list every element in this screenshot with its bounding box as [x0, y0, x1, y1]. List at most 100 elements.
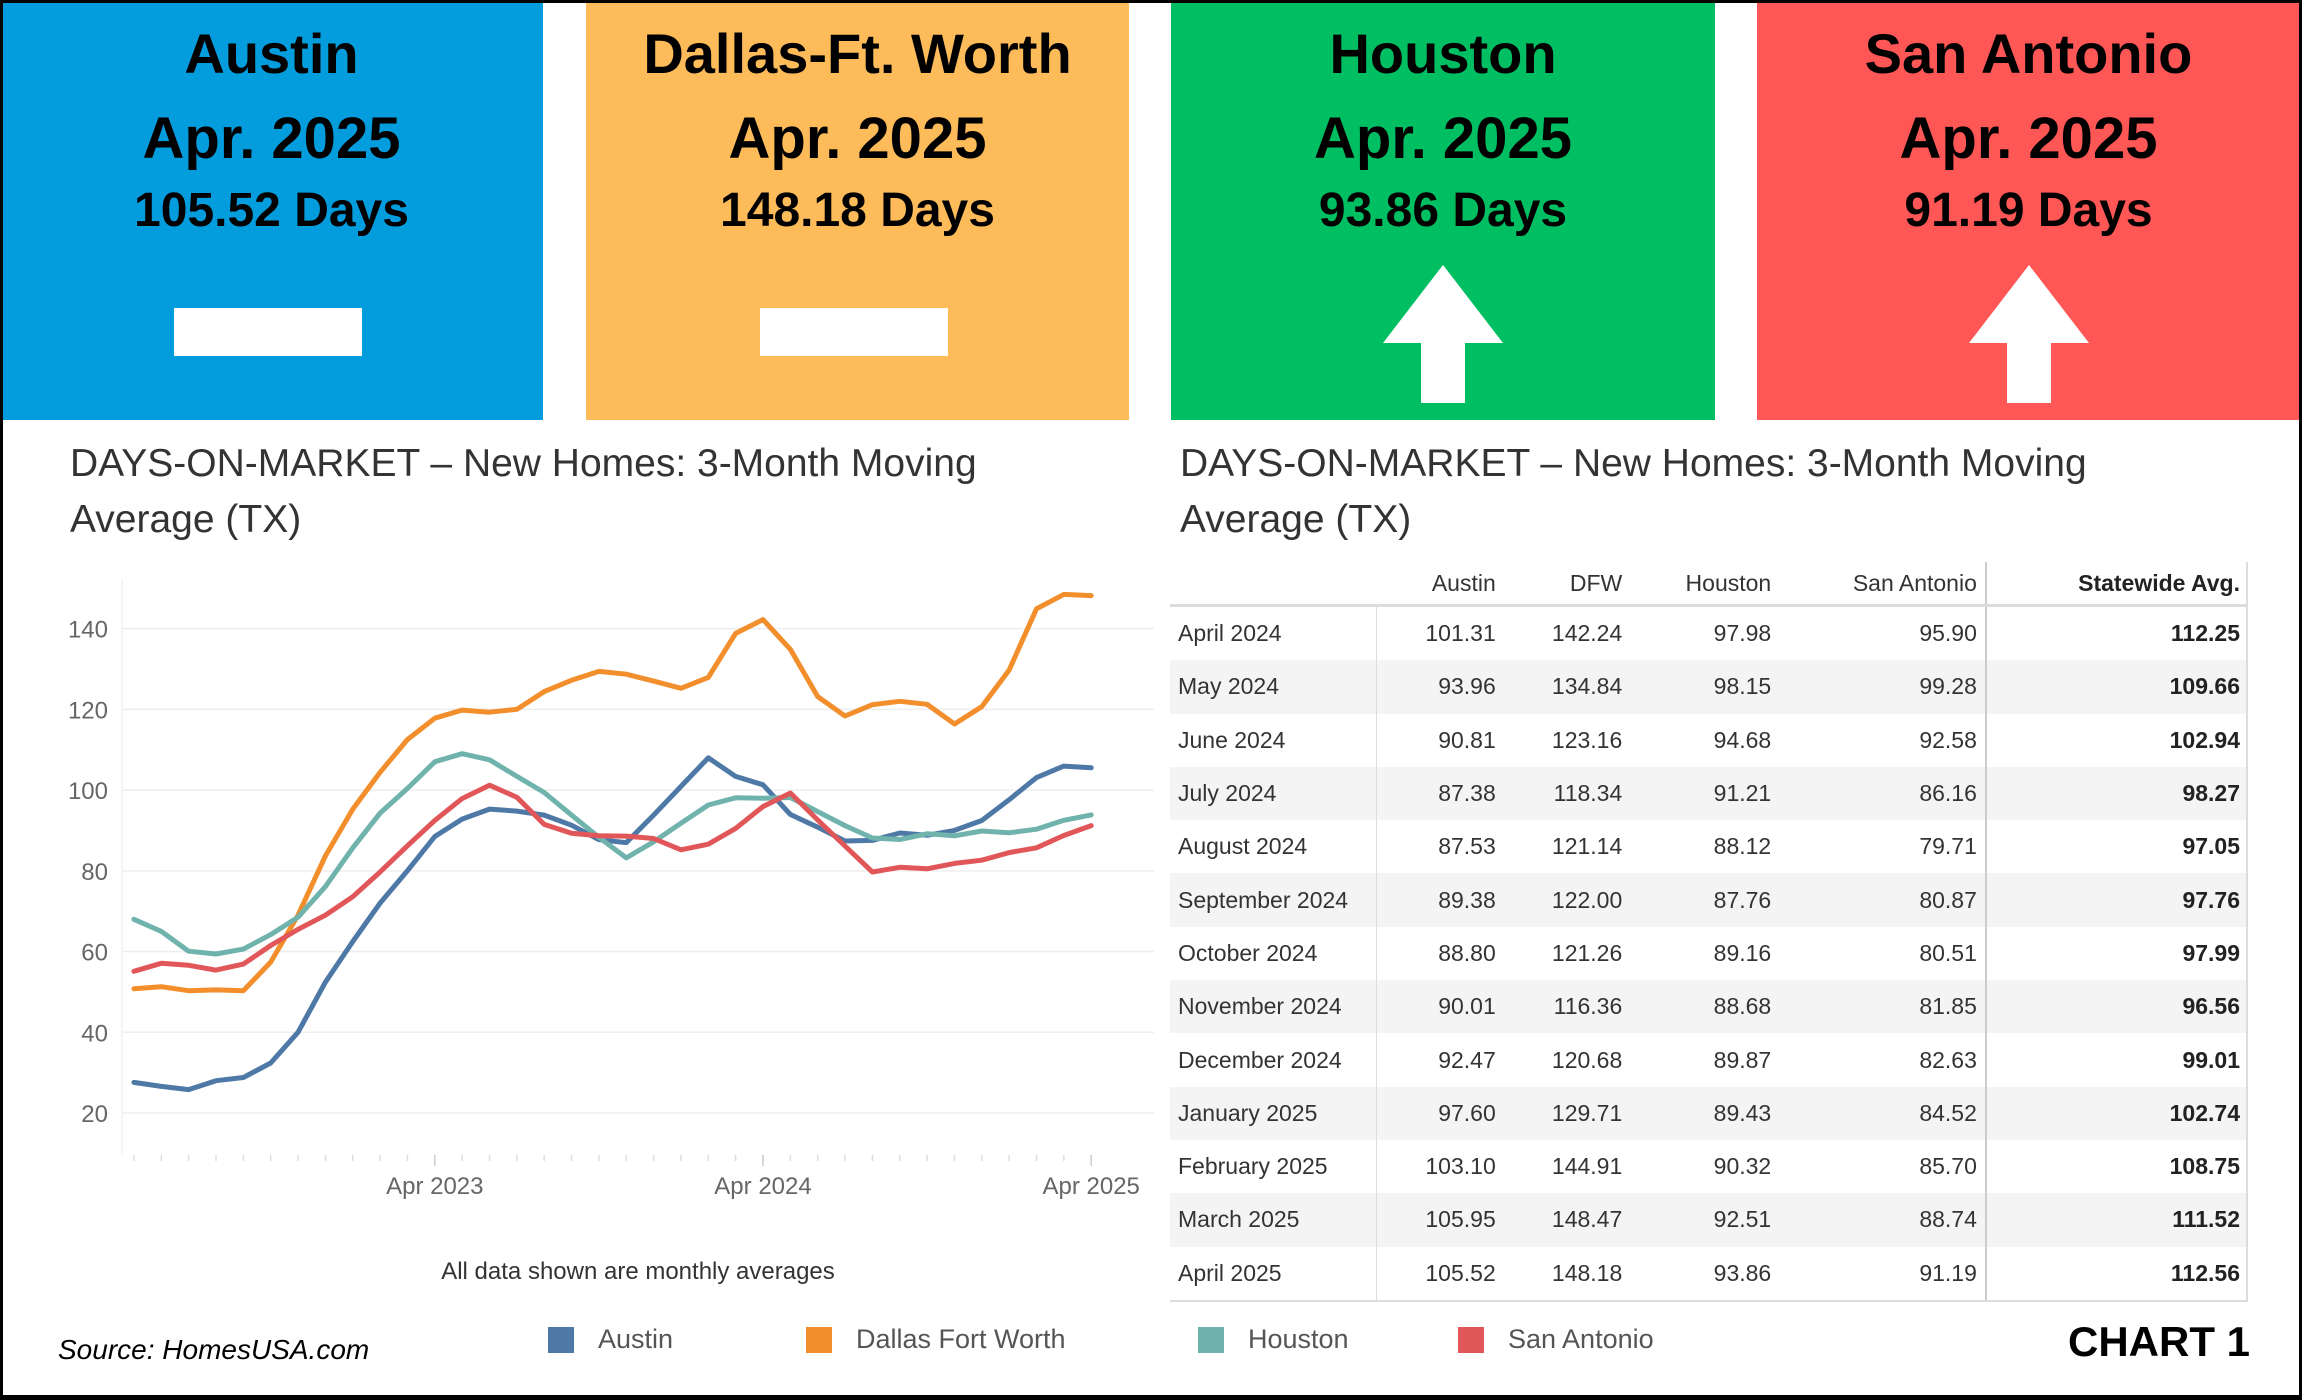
- table-cell: 92.58: [1919, 726, 1977, 753]
- table-cell: 148.47: [1503, 1193, 1631, 1247]
- table-cell: 91.21: [1630, 766, 1780, 821]
- row-label: June 2024: [1170, 713, 1377, 767]
- row-label: May 2024: [1170, 660, 1377, 714]
- table-cell: 90.81: [1438, 726, 1496, 753]
- row-label: March 2025: [1170, 1193, 1377, 1247]
- table-cell: 121.14: [1551, 833, 1623, 860]
- table-cell: 89.38: [1376, 873, 1504, 927]
- up-arrow-icon: [1383, 265, 1503, 403]
- y-tick-label: 140: [68, 617, 108, 644]
- table-row: April 2024 101.31 142.24 97.98 95.90 112.25: [1170, 605, 2248, 661]
- tile-period: Apr. 2025: [142, 106, 401, 171]
- table-cell: 88.68: [1630, 980, 1780, 1034]
- legend-item: Dallas Fort Worth: [806, 1324, 1066, 1355]
- table-cell: 102.74: [1984, 1086, 2248, 1140]
- legend-swatch: [548, 1326, 574, 1353]
- table-cell: 89.43: [1630, 1086, 1780, 1140]
- tile-days: 93.86 Days: [1318, 184, 1568, 237]
- table-cell: 98.15: [1630, 660, 1780, 714]
- table-cell: 105.52: [1376, 1246, 1504, 1302]
- tile-period: Apr. 2025: [728, 106, 987, 171]
- table-cell: 116.36: [1503, 980, 1631, 1034]
- table-cell: 88.80: [1438, 939, 1496, 966]
- table-row: November 2024 90.01 116.36 88.68 81.85 96.56: [1170, 980, 2248, 1034]
- source-text: Source: HomesUSA.com: [58, 1334, 370, 1365]
- y-tick-label: 40: [81, 1020, 108, 1047]
- table-row: March 2025 105.95 148.47 92.51 88.74 111.52: [1170, 1193, 2248, 1247]
- table-cell: 89.16: [1713, 939, 1772, 966]
- table-cell: 121.26: [1551, 939, 1623, 966]
- table-cell: 112.56: [1984, 1246, 2248, 1302]
- table-cell: 101.31: [1425, 620, 1496, 647]
- table-row: December 2024 92.47 120.68 89.87 82.63 99.01: [1170, 1033, 2248, 1087]
- table-cell: 144.91: [1551, 1153, 1623, 1180]
- no-change-dash-icon: [173, 308, 362, 356]
- x-tick-label: Apr 2025: [1042, 1173, 1139, 1200]
- column-header: Statewide Avg.: [1984, 562, 2248, 607]
- table-cell: 87.76: [1630, 873, 1780, 927]
- table-cell: 97.98: [1713, 620, 1772, 647]
- tile-days: 148.18 Days: [720, 184, 995, 237]
- column-header: San Antonio: [1779, 562, 1986, 607]
- table-row: May 2024 93.96 134.84 98.15 99.28 109.66: [1170, 660, 2248, 714]
- table-cell: 95.90: [1919, 620, 1977, 647]
- tile-city: San Antonio: [1864, 22, 2193, 85]
- x-tick-label: Apr 2023: [386, 1173, 483, 1200]
- table-cell: 86.16: [1779, 766, 1986, 821]
- line-chart-title: DAYS-ON-MARKET – New Homes: 3-Month Movi…: [70, 442, 977, 541]
- table-cell: 88.74: [1779, 1193, 1986, 1247]
- data-table: Austin DFW Houston San Antonio Statewide Avg…: [1170, 562, 2248, 1302]
- legend-label: Austin: [598, 1324, 674, 1354]
- table-cell: 98.27: [1984, 766, 2248, 821]
- legend-swatch: [806, 1326, 832, 1353]
- table-cell: 97.05: [1984, 820, 2248, 874]
- table-cell: 99.01: [1984, 1033, 2248, 1087]
- table-cell: 90.32: [1713, 1153, 1772, 1180]
- table-cell: 105.95: [1376, 1193, 1504, 1247]
- chart-number-label: CHART 1: [2068, 1318, 2251, 1365]
- table-cell: 90.01: [1376, 980, 1504, 1034]
- y-tick-label: 20: [81, 1101, 108, 1128]
- column-header: [1170, 562, 1377, 607]
- kpi-tile-san-antonio: San Antonio Apr. 2025 91.19 Days: [1757, 3, 2300, 420]
- table-cell: 97.76: [1984, 873, 2248, 927]
- table-cell: 97.60: [1376, 1086, 1504, 1140]
- column-header: Houston: [1630, 562, 1780, 607]
- table-row: October 2024 88.80 121.26 89.16 80.51 97.99: [1170, 926, 2248, 981]
- table-cell: 92.47: [1438, 1046, 1496, 1073]
- row-label: February 2025: [1170, 1139, 1377, 1194]
- row-label: April 2024: [1170, 605, 1377, 661]
- table-cell: 112.25: [1984, 605, 2248, 661]
- row-label: January 2025: [1170, 1086, 1377, 1140]
- table-cell: 118.34: [1503, 766, 1631, 821]
- tile-city: Houston: [1329, 22, 1557, 85]
- table-cell: 102.94: [1984, 713, 2248, 767]
- legend-swatch: [1458, 1326, 1484, 1353]
- table-row: April 2025 105.52 148.18 93.86 91.19 112.56: [1170, 1246, 2248, 1302]
- y-tick-label: 80: [81, 859, 108, 886]
- legend-label: Dallas Fort Worth: [856, 1324, 1066, 1354]
- legend-swatch: [1198, 1326, 1224, 1353]
- table-row: June 2024 90.81 123.16 94.68 92.58 102.94: [1170, 713, 2248, 767]
- table-cell: 89.87: [1713, 1046, 1772, 1073]
- tile-period: Apr. 2025: [1314, 106, 1572, 171]
- kpi-tile-dallas-ft-worth: Dallas-Ft. Worth Apr. 2025 148.18 Days: [586, 3, 1129, 420]
- table-cell: 99.28: [1779, 660, 1986, 714]
- table-cell: 81.85: [1779, 980, 1986, 1034]
- table-cell: 79.71: [1919, 833, 1977, 860]
- series-line-houston: [131, 751, 1094, 957]
- y-tick-label: 120: [68, 697, 108, 724]
- table-row: July 2024 87.38 118.34 91.21 86.16 98.27: [1170, 766, 2248, 821]
- table-cell: 97.99: [1984, 926, 2248, 981]
- table-cell: 85.70: [1919, 1153, 1977, 1180]
- table-border: [2246, 562, 2248, 1300]
- chart-note: All data shown are monthly averages: [441, 1258, 835, 1285]
- table-cell: 148.18: [1503, 1246, 1631, 1302]
- table-cell: 123.16: [1551, 726, 1623, 753]
- table-cell: 134.84: [1503, 660, 1631, 714]
- table-cell: 88.12: [1713, 833, 1772, 860]
- tile-city: Dallas-Ft. Worth: [643, 22, 1072, 85]
- column-header: DFW: [1503, 562, 1631, 607]
- kpi-tile-austin: Austin Apr. 2025 105.52 Days: [0, 3, 543, 420]
- tile-days: 91.19 Days: [1904, 184, 2153, 237]
